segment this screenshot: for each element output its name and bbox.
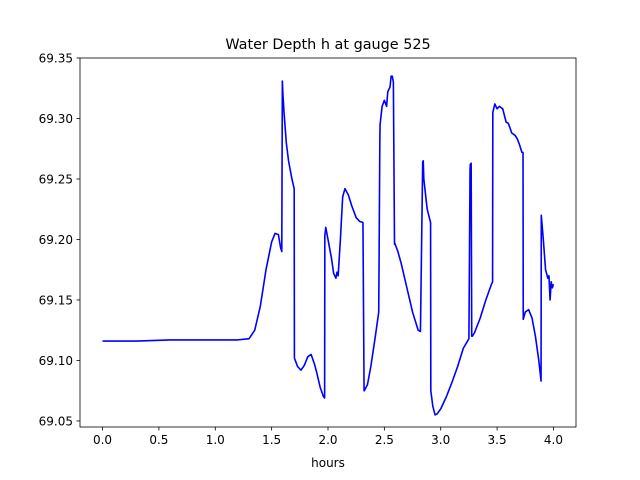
y-tick-label: 69.30 xyxy=(39,112,73,126)
y-tick-label: 69.15 xyxy=(39,293,73,307)
x-tick-label: 0.5 xyxy=(149,433,168,447)
x-tick-label: 0.0 xyxy=(93,433,112,447)
plot-area xyxy=(102,75,555,416)
x-axis-label: hours xyxy=(311,456,345,470)
y-tick-label: 69.20 xyxy=(39,233,73,247)
x-tick-label: 1.0 xyxy=(206,433,225,447)
y-tick-label: 69.35 xyxy=(39,51,73,65)
x-tick-label: 3.0 xyxy=(431,433,450,447)
x-tick-label: 2.5 xyxy=(375,433,394,447)
x-tick-label: 4.0 xyxy=(544,433,563,447)
y-tick-label: 69.25 xyxy=(39,172,73,186)
x-tick-label: 1.5 xyxy=(262,433,281,447)
chart-title: Water Depth h at gauge 525 xyxy=(225,37,430,53)
x-tick-label: 3.5 xyxy=(488,433,507,447)
axes: 0.0 0.5 1.0 1.5 2.0 2.5 3.0 3.5 4.0 69.05 69.10 69.… xyxy=(39,51,577,447)
y-tick-label: 69.10 xyxy=(39,354,73,368)
x-tick-label: 2.0 xyxy=(318,433,337,447)
series-line-0 xyxy=(102,75,555,416)
y-tick-label: 69.05 xyxy=(39,414,73,428)
